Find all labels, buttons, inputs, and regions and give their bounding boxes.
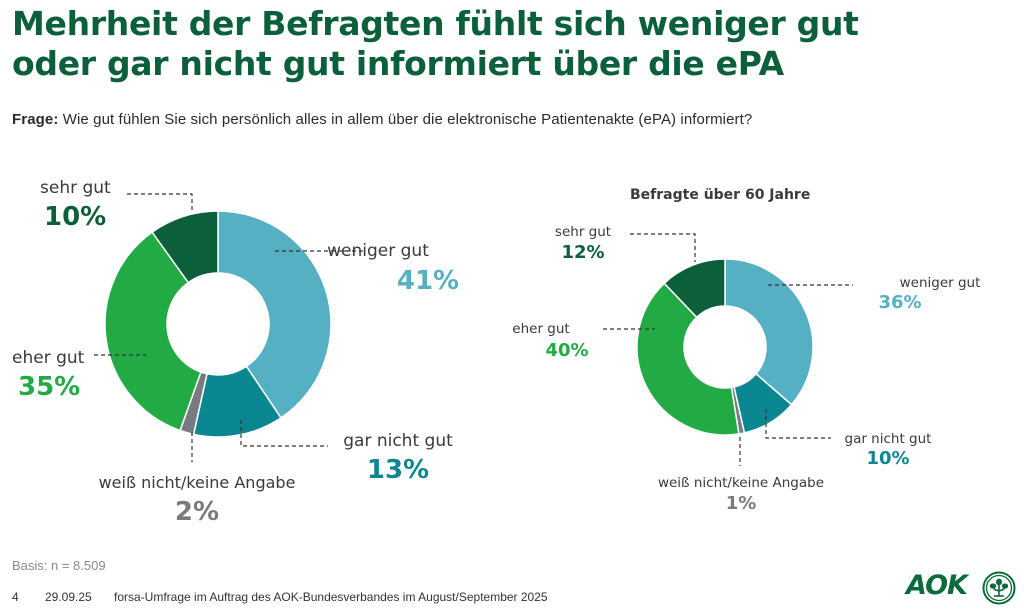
survey-question: Frage: Wie gut fühlen Sie sich persönlic…	[12, 111, 752, 128]
percent-label-gar-nicht-gut: 10%	[866, 448, 909, 469]
percent-label-weniger-gut: 36%	[878, 292, 921, 313]
category-label-sehr-gut: sehr gut	[40, 178, 111, 198]
leader-line-gar-nicht-gut	[240, 420, 328, 447]
percent-label-gar-nicht-gut: 13%	[367, 455, 429, 485]
category-label-eher-gut: eher gut	[12, 348, 85, 368]
question-label: Frage:	[12, 111, 59, 128]
percent-label-weiss-nicht-keine-angabe: 1%	[726, 493, 757, 514]
donut-chart-over-60	[636, 258, 814, 436]
donut-slice-weniger-gut	[724, 258, 814, 406]
aok-tree-icon	[982, 571, 1016, 605]
question-text: Wie gut fühlen Sie sich persönlich alles…	[62, 111, 753, 128]
percent-label-sehr-gut: 12%	[561, 242, 604, 263]
title-line-2: oder gar nicht gut informiert über die e…	[12, 44, 784, 83]
percent-label-sehr-gut: 10%	[44, 202, 106, 232]
leader-line-sehr-gut	[127, 193, 193, 212]
category-label-gar-nicht-gut: gar nicht gut	[343, 431, 453, 451]
category-label-weiss-nicht-keine-angabe: weiß nicht/keine Angabe	[658, 475, 824, 491]
donut-chart-all-respondents	[104, 210, 332, 438]
page-title: Mehrheit der Befragten fühlt sich wenige…	[12, 4, 912, 84]
percent-label-weiss-nicht-keine-angabe: 2%	[175, 497, 219, 527]
category-label-weniger-gut: weniger gut	[327, 241, 429, 261]
category-label-weniger-gut: weniger gut	[900, 275, 981, 291]
page-number: 4	[12, 590, 19, 604]
category-label-eher-gut: eher gut	[512, 321, 569, 337]
donut-slice-sehr-gut	[663, 258, 726, 319]
logo-wordmark: AOK	[906, 570, 968, 601]
percent-label-eher-gut: 35%	[18, 372, 80, 402]
title-line-1: Mehrheit der Befragten fühlt sich wenige…	[12, 4, 859, 43]
donut-slice-eher-gut	[636, 282, 740, 436]
category-label-gar-nicht-gut: gar nicht gut	[845, 431, 932, 447]
donut-slice-weniger-gut	[217, 210, 332, 419]
donut-slice-eher-gut	[104, 231, 202, 432]
category-label-sehr-gut: sehr gut	[555, 224, 611, 240]
footer-date: 29.09.25	[45, 590, 92, 604]
category-label-weiss-nicht-keine-angabe: weiß nicht/keine Angabe	[99, 473, 296, 492]
leader-line-sehr-gut	[630, 233, 696, 262]
footer-source: forsa-Umfrage im Auftrag des AOK-Bundesv…	[114, 590, 548, 604]
chart-2-title: Befragte über 60 Jahre	[630, 187, 811, 203]
percent-label-eher-gut: 40%	[545, 340, 588, 361]
sample-basis: Basis: n = 8.509	[12, 558, 106, 573]
leader-line-gar-nicht-gut	[765, 409, 831, 439]
labels-chart-all: weniger gut 41% gar nicht gut 13% weiß nicht…	[12, 178, 459, 527]
percent-label-weniger-gut: 41%	[397, 266, 459, 296]
aok-logo: AOK	[906, 570, 1018, 608]
donut-slice-sehr-gut	[151, 210, 219, 284]
